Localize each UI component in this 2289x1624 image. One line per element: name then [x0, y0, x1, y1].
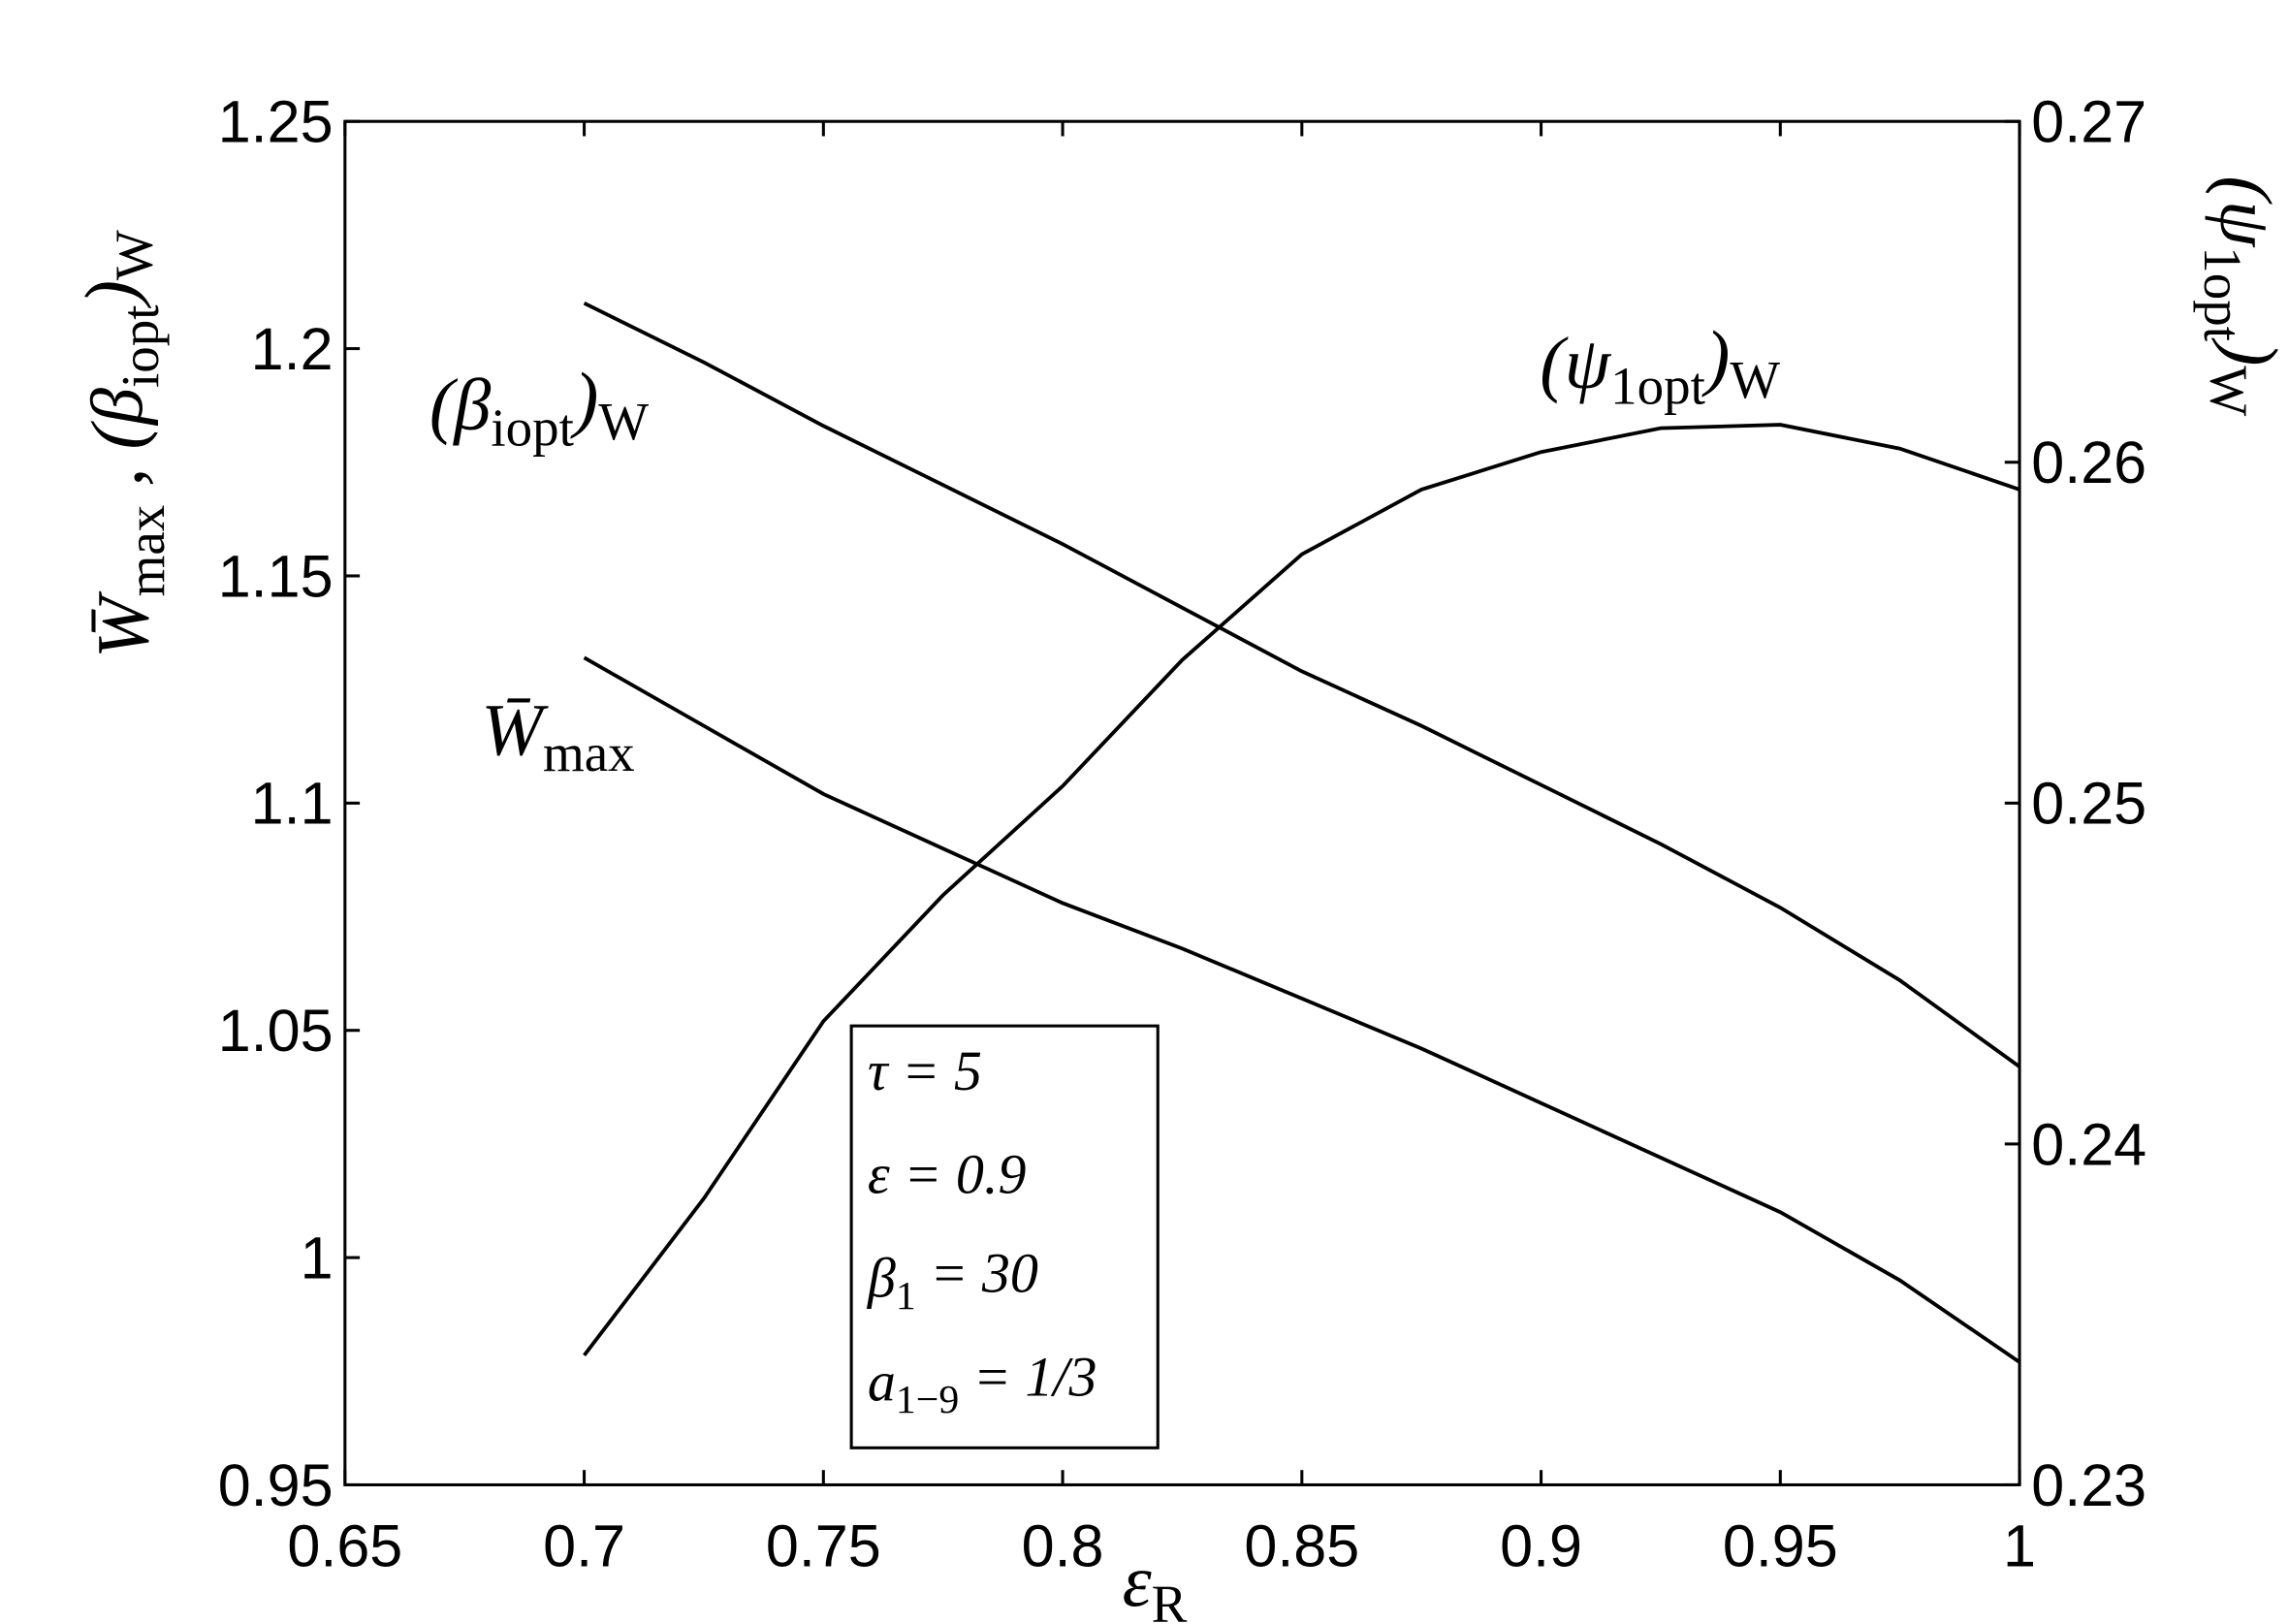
series-label-part: W̄ [481, 689, 549, 772]
y-axis-label-part: W̄ [82, 590, 165, 658]
x-axis-label: εR [1123, 1541, 1188, 1624]
series-label: (ψ1opt)W [1540, 316, 1780, 416]
series-label-part: ) [1701, 316, 1730, 398]
x-tick-label: 0.7 [543, 1513, 625, 1578]
x-tick-label: 1 [2003, 1513, 2036, 1578]
y-tick-label: 1.25 [218, 89, 334, 155]
parameter-text-part: τ = 5 [868, 1039, 982, 1102]
series-label-part: 1opt [1610, 357, 1705, 416]
series-line [583, 301, 2021, 1068]
x-tick-label: 0.75 [766, 1513, 881, 1578]
series-label-part: (ψ [1540, 322, 1611, 404]
parameter-text-part: = 30 [916, 1242, 1038, 1305]
parameter-text: β1 = 30 [867, 1242, 1038, 1319]
y-axis-label-part: iopt [111, 305, 170, 389]
y2-axis-label-part: W [2200, 366, 2259, 416]
y2-tick-label: 0.25 [2031, 771, 2146, 837]
y-tick-label: 1.2 [251, 316, 334, 382]
parameter-text-part: β [867, 1247, 896, 1310]
parameter-text-part: ε = 0.9 [868, 1143, 1027, 1206]
y2-tick-label: 0.26 [2031, 430, 2146, 495]
y-axis-label: W̄max , (βiopt)W [70, 230, 175, 658]
x-tick-label: 0.95 [1723, 1513, 1838, 1578]
series-label-part: (β [429, 364, 491, 446]
y2-axis-label-part: (ψ [2205, 175, 2287, 247]
y2-tick-label: 0.24 [2031, 1111, 2146, 1177]
parameter-text-part: 1−9 [896, 1378, 959, 1422]
parameter-text: ε = 0.9 [868, 1143, 1027, 1206]
parameter-box [849, 1024, 1160, 1449]
parameter-text-part: = 1/3 [959, 1346, 1097, 1409]
series-label-part: W [1730, 350, 1780, 409]
y2-axis-label-part: ) [2210, 337, 2289, 366]
y-axis-label-part: W [104, 230, 163, 280]
series-label-part: iopt [491, 398, 574, 457]
y-tick-label: 1.05 [218, 998, 334, 1064]
series-label: (βiopt)W [429, 357, 649, 457]
x-tick-label: 0.65 [287, 1513, 402, 1578]
y-tick-label: 1.15 [218, 543, 334, 609]
y2-tick-label: 0.23 [2031, 1452, 2146, 1518]
x-tick-label: 0.85 [1244, 1513, 1359, 1578]
parameter-text: a1−9 = 1/3 [868, 1346, 1097, 1422]
series-label-part: W [598, 392, 649, 451]
y-tick-label: 1 [301, 1225, 334, 1290]
y-axis-label-part: ) [70, 280, 152, 308]
x-tick-label: 0.8 [1022, 1513, 1104, 1578]
series-line [583, 423, 2020, 1357]
x-axis-label-part: ε [1123, 1541, 1153, 1623]
x-tick-label: 0.9 [1500, 1513, 1582, 1578]
y-tick-label: 1.1 [251, 771, 334, 837]
y2-axis-label-part: 1opt [2193, 246, 2252, 341]
x-axis-label-part: R [1152, 1575, 1188, 1624]
y-axis-label-part: max [116, 505, 175, 597]
parameter-text-part: 1 [896, 1274, 916, 1319]
plot-frame [343, 119, 2021, 1486]
parameter-text-part: a [868, 1350, 896, 1413]
series-label: W̄max [481, 689, 634, 782]
y-tick-label: 0.95 [218, 1452, 334, 1518]
series-line [583, 655, 2021, 1364]
y2-tick-label: 0.27 [2031, 89, 2146, 155]
y2-axis-label: (ψ1opt)W [2193, 175, 2289, 416]
parameter-text: τ = 5 [868, 1039, 982, 1102]
y-axis-label-part: , (β [76, 388, 158, 505]
series-label-part: max [543, 723, 635, 782]
series-label-part: ) [570, 357, 598, 439]
